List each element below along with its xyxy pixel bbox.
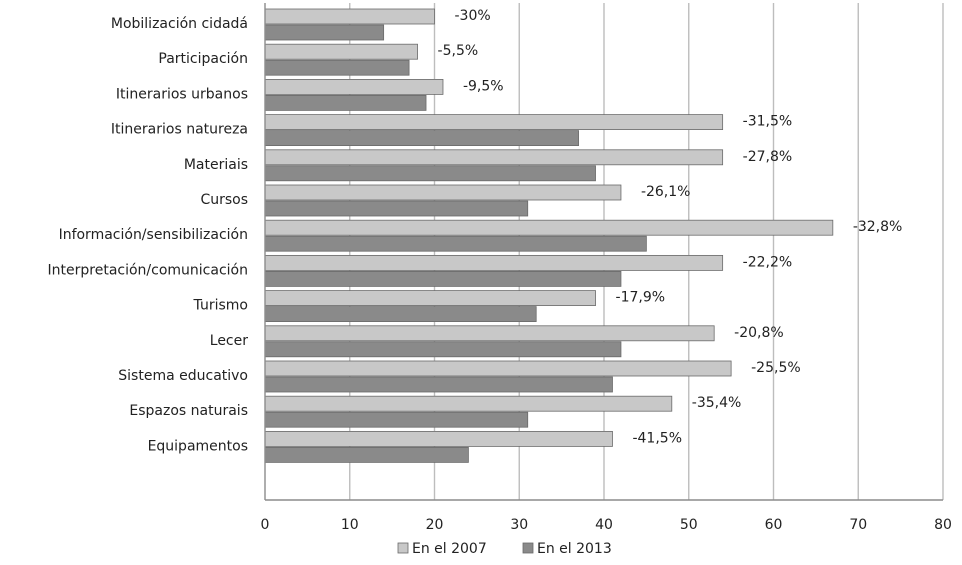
x-tick-label: 60 <box>765 517 783 533</box>
category-label: Itinerarios urbanos <box>116 86 248 102</box>
x-tick-label: 70 <box>849 517 867 533</box>
bar-2013 <box>264 95 427 111</box>
x-tick-label: 80 <box>934 517 952 533</box>
bar-2007 <box>264 290 596 307</box>
bar-2013 <box>264 130 579 147</box>
bar-2013 <box>264 24 385 41</box>
bar-2007 <box>264 8 435 25</box>
data-label: -20,8% <box>734 325 784 341</box>
x-tick-label: 40 <box>595 517 613 533</box>
bar-2007 <box>264 360 732 377</box>
legend-swatch-2007 <box>397 542 409 554</box>
category-label: Espazos naturais <box>129 403 248 419</box>
category-label: Mobilización cidadá <box>111 16 248 32</box>
bar-2013 <box>264 165 596 182</box>
x-axis: 0 10 20 30 40 50 60 70 80 <box>261 3 952 533</box>
x-tick-label: 0 <box>261 517 270 533</box>
bar-2007 <box>264 184 622 201</box>
category-label: Itinerarios natureza <box>111 122 248 138</box>
bar-2007 <box>264 395 673 412</box>
legend-label-2007: En el 2007 <box>412 541 487 557</box>
legend-swatch-2013 <box>522 542 534 554</box>
data-label: -31,5% <box>743 114 793 130</box>
category-label: Equipamentos <box>148 438 248 454</box>
category-label: Materiais <box>184 157 248 173</box>
data-labels: -30% -5,5% -9,5% -31,5% -27,8% -26,1% -32,8% -2… <box>438 8 903 446</box>
bar-2007 <box>264 430 613 447</box>
bar-2007 <box>264 43 418 60</box>
category-labels: Mobilización cidadá Participación Itinerar… <box>48 16 249 454</box>
data-label: -26,1% <box>641 184 691 200</box>
x-tick-label: 20 <box>426 517 444 533</box>
data-label: -17,9% <box>616 290 666 306</box>
legend-label-2013: En el 2013 <box>537 541 612 557</box>
x-tick-label: 10 <box>341 517 359 533</box>
bar-2007 <box>264 79 444 95</box>
category-label: Cursos <box>200 192 248 208</box>
bar-2013 <box>264 341 622 358</box>
category-label: Participación <box>158 51 248 67</box>
bar-2007 <box>264 114 724 130</box>
category-label: Información/sensibilización <box>59 227 248 243</box>
data-label: -32,8% <box>853 219 903 235</box>
bar-2013 <box>264 235 647 252</box>
data-label: -35,4% <box>692 395 742 411</box>
bar-2013 <box>264 306 537 323</box>
category-label: Sistema educativo <box>118 368 248 384</box>
bar-2013 <box>264 59 410 76</box>
bar-2013 <box>264 200 529 217</box>
category-label: Turismo <box>193 298 248 314</box>
data-label: -25,5% <box>751 360 801 376</box>
data-label: -30% <box>455 8 491 24</box>
legend: En el 2007 En el 2013 <box>397 541 612 557</box>
bar-2013 <box>264 376 613 393</box>
x-tick-label: 30 <box>510 517 528 533</box>
x-tick-label: 50 <box>680 517 698 533</box>
bar-2013 <box>264 270 622 287</box>
bars <box>264 8 834 463</box>
bar-2013 <box>264 446 469 463</box>
category-label: Interpretación/comunicación <box>48 262 248 278</box>
data-label: -9,5% <box>463 78 504 94</box>
data-label: -22,2% <box>743 254 793 270</box>
bar-2007 <box>264 325 715 342</box>
bar-2007 <box>264 149 724 166</box>
data-label: -41,5% <box>632 430 682 446</box>
data-label: -5,5% <box>438 43 479 59</box>
data-label: -27,8% <box>743 149 793 165</box>
bar-2007 <box>264 219 834 236</box>
bar-2007 <box>264 254 724 271</box>
category-label: Lecer <box>210 333 248 349</box>
bar-2013 <box>264 411 529 428</box>
